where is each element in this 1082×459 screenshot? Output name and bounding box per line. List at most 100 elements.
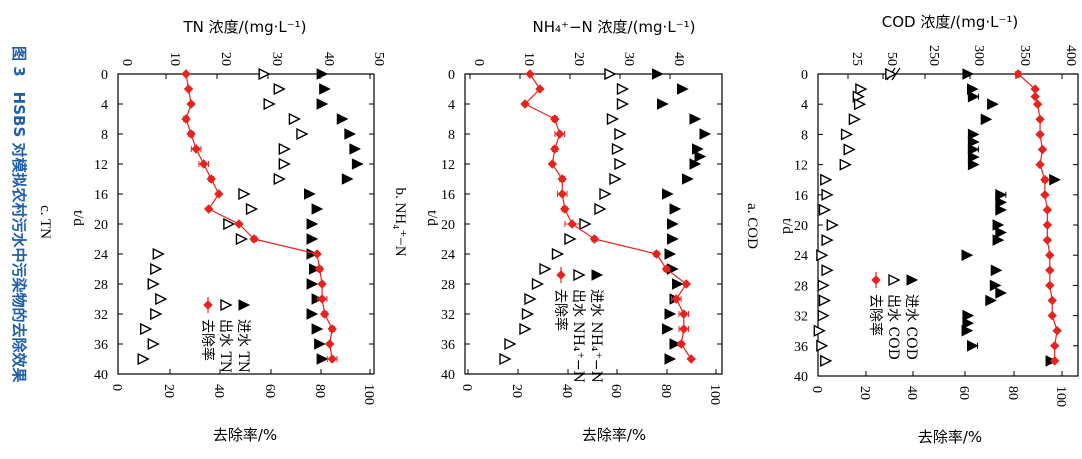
time-tick-label: 32: [94, 308, 108, 323]
effluent-point: [604, 67, 617, 81]
removal-tick-label: 100: [361, 384, 376, 405]
removal-rate-point: [1042, 205, 1053, 215]
removal-rate-point: [1032, 99, 1043, 109]
effluent-point: [223, 217, 236, 231]
effluent-point: [147, 337, 160, 351]
influent-point: [309, 263, 321, 275]
removal-rate-point: [191, 144, 201, 154]
removal-rate-point: [1047, 295, 1057, 306]
influent-point: [667, 218, 679, 230]
influent-point: [966, 83, 979, 95]
influent-point: [304, 188, 316, 200]
effluent-point: [818, 294, 832, 307]
influent-point: [962, 317, 975, 329]
time-tick-label: 40: [94, 368, 108, 383]
series-filled-diamond: [1013, 69, 1062, 366]
removal-rate-point: [550, 114, 560, 124]
tn-panel-caption: c. TN: [37, 205, 53, 239]
influent-point: [995, 188, 1007, 201]
concentration-tick-label: 0: [119, 59, 134, 66]
figure-caption: 图 3 HSBS 对模拟农村污水中污染物的去除效果: [10, 46, 28, 383]
influent-point: [967, 136, 980, 148]
time-tick-label: 4: [448, 98, 455, 113]
effluent-point: [820, 173, 833, 186]
time-tick-label: 16: [94, 188, 108, 203]
removal-rate-point: [550, 144, 560, 154]
influent-point: [664, 308, 677, 320]
effluent-point: [531, 277, 545, 291]
influent-point: [985, 294, 997, 307]
influent-point: [316, 98, 329, 110]
effluent-point: [843, 143, 856, 156]
removal-rate-point: [181, 114, 191, 124]
legend-label: 去除率: [199, 319, 216, 361]
effluent-point: [816, 249, 829, 262]
influent-point: [662, 188, 674, 200]
removal-tick-label: 0: [109, 384, 124, 391]
effluent-point: [839, 158, 852, 171]
series-open-triangle: [137, 67, 309, 366]
influent-point: [306, 248, 319, 260]
effluent-point: [539, 262, 552, 276]
removal-rate-point: [555, 129, 565, 139]
effluent-point: [614, 127, 627, 141]
time-tick-label: 4: [101, 98, 108, 113]
removal-rate-point: [1035, 159, 1045, 170]
removal-rate-point: [186, 129, 196, 139]
influent-point: [967, 90, 980, 103]
time-tick-label: 16: [794, 189, 808, 204]
removal-rate-point: [679, 324, 689, 334]
effluent-point: [564, 232, 577, 246]
removal-rate-point: [557, 189, 567, 199]
effluent-point: [137, 352, 150, 366]
influent-point: [962, 309, 975, 322]
removal-rate-point: [1013, 69, 1023, 79]
time-tick-label: 40: [441, 368, 455, 383]
removal-tick-label: 40: [211, 384, 226, 398]
removal-tick-label: 100: [1053, 386, 1068, 407]
removal-rate-point: [1035, 129, 1045, 140]
effluent-point: [524, 292, 537, 306]
influent-point: [669, 203, 682, 215]
effluent-point: [273, 172, 286, 186]
removal-rate-point: [676, 339, 686, 349]
effluent-point: [616, 97, 630, 111]
removal-tick-label: 60: [608, 384, 623, 398]
influent-point: [652, 68, 664, 80]
effluent-point: [140, 322, 153, 336]
time-tick-label: 8: [801, 128, 808, 143]
effluent-point: [609, 172, 622, 186]
panel-tn: TN 浓度/(mg·L⁻¹) 去除率/% t/d c. TN: [37, 18, 307, 444]
removal-rate-point: [327, 354, 337, 364]
cod-concentration-axis-title: COD 浓度/(mg·L⁻¹): [882, 13, 1019, 31]
legend-removal-symbol: [203, 300, 213, 310]
effluent-point: [521, 307, 535, 321]
nh4n-time-axis-label: t/d: [424, 210, 440, 226]
influent-point: [316, 68, 329, 80]
influent-point: [995, 226, 1007, 239]
influent-point: [992, 234, 1005, 246]
influent-point: [689, 158, 702, 170]
panel-cod: COD 浓度/(mg·L⁻¹) 去除率/% t/d a. COD: [744, 13, 1018, 446]
removal-rate-point: [317, 279, 327, 289]
removal-rate-point: [319, 309, 330, 319]
influent-point: [662, 323, 674, 335]
influent-point: [349, 143, 361, 155]
effluent-point: [826, 218, 839, 232]
time-tick-label: 36: [441, 338, 455, 353]
concentration-tick-label: 20: [571, 52, 586, 66]
removal-rate-point: [671, 294, 682, 304]
influent-point: [341, 173, 354, 185]
plot-area-0: 0 4 8 12 16 20 24 28 32 36 40 25 50 250 300 350 400 0 20 40…: [794, 45, 1079, 407]
influent-point: [966, 339, 979, 352]
removal-rate-point: [1049, 356, 1060, 366]
influent-point: [990, 264, 1003, 277]
tn-removal-axis-title: 去除率/%: [213, 426, 277, 444]
series-filled-diamond: [520, 69, 696, 364]
removal-tick-label: 20: [161, 384, 176, 398]
concentration-tick-label: 300: [971, 45, 986, 66]
removal-rate-point: [314, 264, 325, 274]
influent-point: [682, 173, 694, 185]
